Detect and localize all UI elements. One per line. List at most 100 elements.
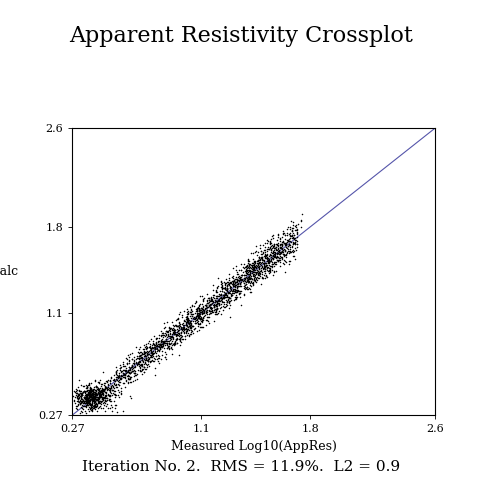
Point (110, 375, 118, 383)
Point (138, 351, 145, 359)
Point (77, 380, 85, 388)
Point (206, 309, 214, 317)
Point (213, 304, 221, 312)
Point (276, 248, 284, 256)
Point (127, 350, 134, 358)
Point (90, 390, 98, 398)
Point (274, 249, 282, 257)
Point (213, 287, 220, 295)
Point (121, 373, 128, 381)
Point (291, 226, 298, 234)
Point (266, 264, 273, 272)
Point (96, 385, 103, 393)
Point (252, 259, 259, 267)
Point (101, 383, 109, 391)
Point (168, 344, 175, 352)
Point (220, 293, 228, 301)
Point (124, 366, 132, 374)
Point (220, 284, 228, 292)
Point (243, 276, 251, 284)
Point (263, 257, 271, 265)
Point (273, 246, 281, 254)
Point (164, 331, 171, 339)
Point (155, 354, 162, 362)
Point (259, 248, 267, 256)
Point (157, 343, 165, 351)
Point (276, 256, 284, 264)
Point (237, 273, 244, 281)
Point (147, 357, 155, 365)
Point (206, 307, 214, 315)
Point (188, 327, 196, 335)
Point (114, 366, 121, 374)
Point (231, 293, 239, 301)
Point (106, 385, 114, 393)
Point (234, 280, 242, 288)
Point (182, 321, 190, 329)
Point (105, 392, 113, 400)
Point (204, 317, 212, 325)
Point (237, 260, 244, 268)
Point (263, 263, 271, 271)
Point (196, 315, 204, 323)
Point (91, 390, 99, 398)
Point (259, 274, 267, 282)
Point (137, 361, 145, 369)
Point (243, 261, 251, 269)
Point (244, 279, 252, 287)
Point (130, 360, 138, 368)
Point (86, 404, 94, 412)
Point (255, 259, 262, 267)
Point (215, 299, 223, 307)
Point (211, 298, 219, 306)
Point (288, 247, 296, 254)
Point (86, 405, 94, 412)
Point (94, 395, 102, 403)
Point (146, 342, 154, 350)
Point (253, 262, 261, 270)
Point (222, 286, 229, 293)
Point (284, 241, 292, 248)
Point (201, 301, 209, 309)
Point (156, 345, 164, 353)
Point (244, 266, 252, 274)
Point (201, 304, 209, 312)
Point (241, 284, 248, 292)
Point (109, 386, 116, 394)
Point (173, 330, 181, 338)
Point (181, 332, 189, 340)
Point (210, 297, 217, 305)
Point (265, 256, 272, 264)
Point (151, 343, 158, 351)
Point (214, 309, 222, 317)
Point (120, 370, 128, 378)
Point (125, 367, 132, 375)
Point (91, 394, 99, 402)
Point (218, 284, 226, 292)
Point (77, 391, 85, 399)
Point (255, 248, 262, 256)
Point (130, 369, 138, 376)
Point (101, 385, 109, 393)
Point (256, 267, 264, 275)
Point (281, 246, 288, 254)
Point (178, 321, 186, 329)
Point (240, 276, 248, 284)
Point (240, 264, 247, 272)
Point (287, 247, 295, 255)
Point (166, 339, 173, 347)
Point (91, 402, 99, 410)
Point (279, 233, 286, 241)
Point (286, 247, 294, 254)
Point (178, 335, 186, 343)
Point (186, 303, 194, 311)
Point (179, 326, 187, 333)
Point (89, 387, 97, 395)
Point (166, 328, 173, 335)
Point (233, 293, 241, 301)
Point (127, 364, 134, 372)
Point (288, 224, 296, 232)
Point (211, 291, 218, 299)
Point (84, 396, 92, 404)
Point (289, 240, 297, 248)
